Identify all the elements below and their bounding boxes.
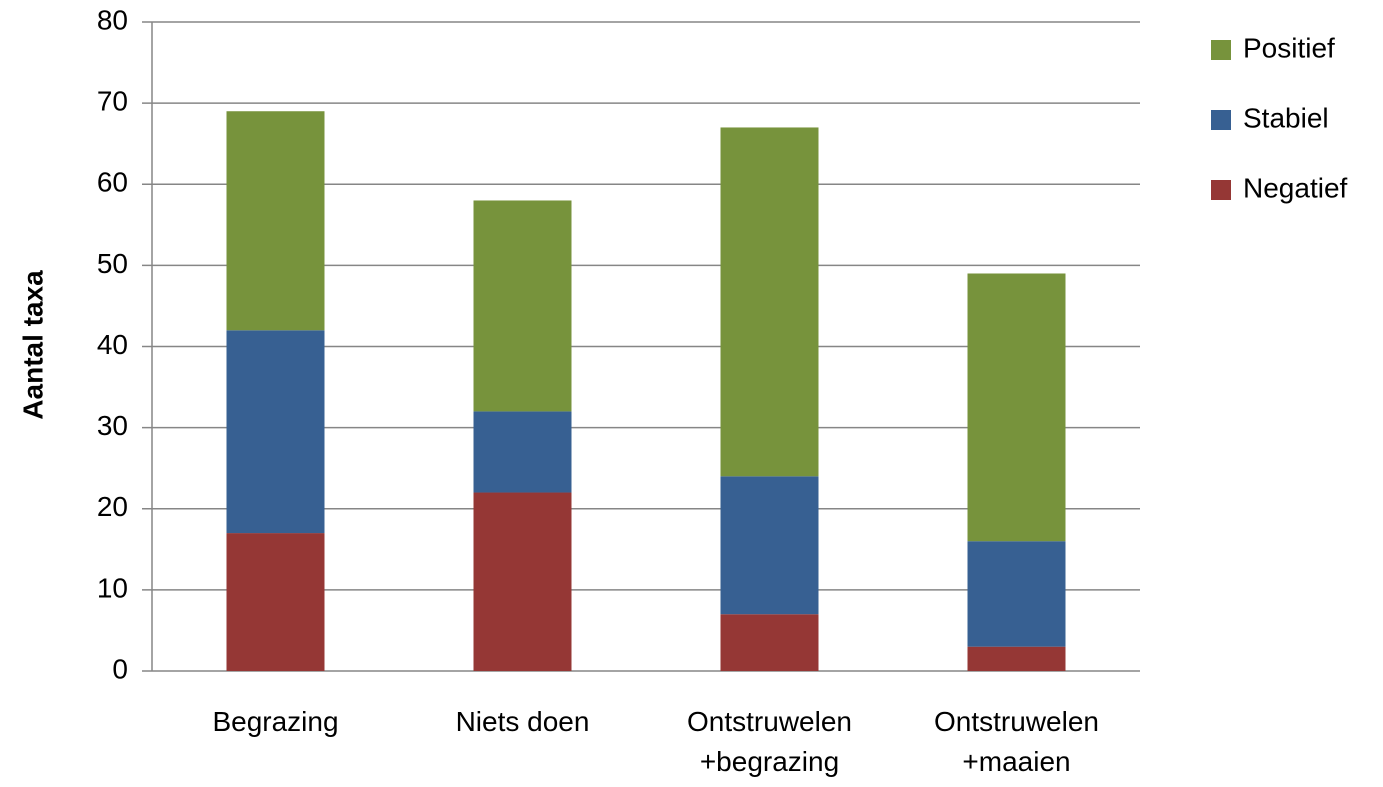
- legend-swatch: [1211, 110, 1231, 130]
- x-tick-label: Begrazing: [212, 706, 339, 737]
- bar-segment: [967, 541, 1066, 647]
- bar-segment: [473, 411, 572, 493]
- x-tick-label: Ontstruwelen +begrazing: [687, 706, 852, 777]
- x-tick-label: Ontstruwelen +maaien: [934, 706, 1099, 777]
- bar-segment: [720, 476, 819, 615]
- bar-segment: [226, 533, 325, 671]
- y-tick-label: 20: [97, 491, 128, 522]
- legend-label: Stabiel: [1243, 102, 1329, 133]
- bar-segment: [967, 646, 1066, 671]
- y-tick-label: 40: [97, 329, 128, 360]
- legend-swatch: [1211, 40, 1231, 60]
- legend-label: Positief: [1243, 32, 1335, 63]
- y-tick-label: 0: [112, 653, 128, 684]
- y-tick-label: 10: [97, 572, 128, 603]
- y-tick-label: 80: [97, 4, 128, 35]
- bar-segment: [473, 200, 572, 412]
- bar-segment: [226, 111, 325, 331]
- bar-segment: [473, 492, 572, 671]
- y-tick-label: 30: [97, 410, 128, 441]
- y-axis-label: Aantal taxa: [17, 270, 48, 420]
- bar-segment: [967, 273, 1066, 542]
- legend-swatch: [1211, 180, 1231, 200]
- legend-label: Negatief: [1243, 172, 1348, 203]
- bar-segment: [720, 614, 819, 671]
- y-tick-label: 70: [97, 86, 128, 117]
- y-tick-label: 50: [97, 248, 128, 279]
- x-tick-label: Niets doen: [455, 706, 590, 737]
- bar-segment: [720, 127, 819, 477]
- y-tick-label: 60: [97, 167, 128, 198]
- bar-segment: [226, 330, 325, 534]
